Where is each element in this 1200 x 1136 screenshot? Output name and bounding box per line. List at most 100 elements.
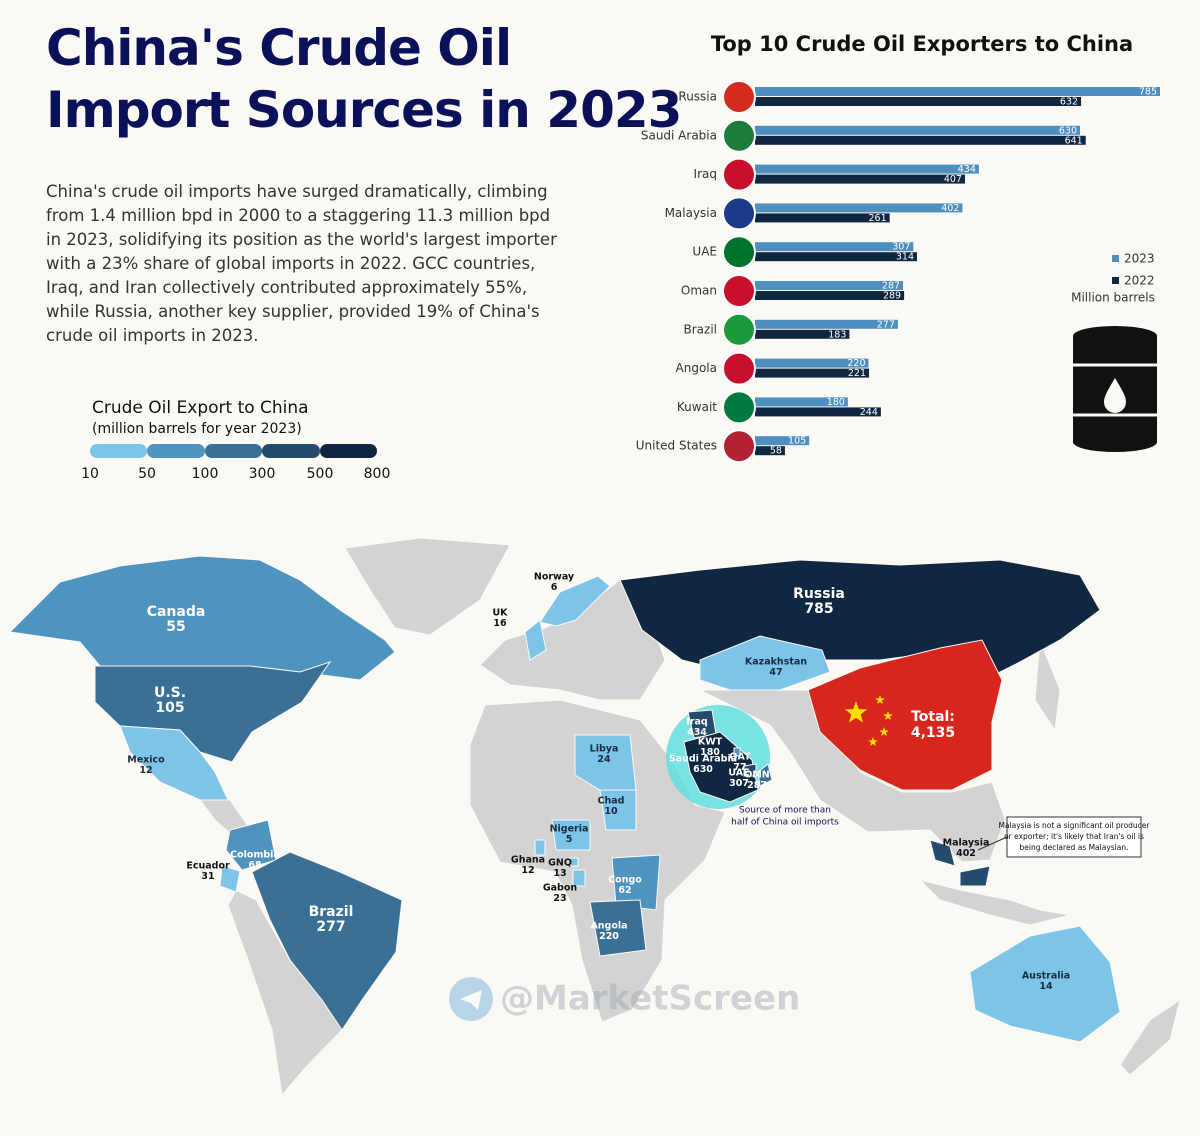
region [743, 763, 757, 777]
scale-segment [90, 444, 147, 458]
flag [722, 196, 756, 231]
star [883, 711, 893, 720]
region-value: 62 [618, 885, 631, 896]
category-label: Iraq [694, 167, 717, 181]
region-name: Saudi Arabia [669, 754, 737, 765]
legend-label: 2022 [1124, 274, 1155, 288]
flag [722, 118, 756, 153]
note-pointer [977, 836, 1008, 851]
region-name: Ghana [511, 855, 545, 866]
region [969, 925, 1121, 1043]
bar [755, 358, 869, 368]
region-name: Norway [534, 572, 575, 583]
region-name: Russia [793, 586, 845, 602]
scale-title: Crude Oil Export to China [92, 398, 309, 418]
region-name: Australia [1022, 971, 1070, 982]
region [569, 857, 579, 867]
region-value: 14 [1039, 981, 1053, 992]
scale-tick-label: 800 [364, 466, 391, 482]
region-value: 24 [597, 754, 611, 765]
flag [722, 80, 756, 114]
category-label: Malaysia [665, 206, 717, 220]
bar [755, 125, 1081, 135]
scale-tick-label: 10 [81, 466, 99, 482]
bar [755, 319, 898, 329]
region-value: 12 [139, 765, 152, 776]
legend-swatch [1112, 255, 1119, 262]
region-value: 47 [769, 667, 782, 678]
value-label: 244 [860, 407, 878, 418]
category-label: UAE [692, 245, 717, 259]
greenland [344, 537, 511, 636]
watermark: @MarketScreen [449, 977, 800, 1021]
region-name: QAT [729, 752, 751, 763]
china [807, 639, 1003, 791]
africa [469, 699, 726, 1023]
value-label: 632 [1060, 97, 1078, 108]
region-name: Gabon [543, 883, 578, 894]
value-label: 314 [896, 252, 914, 263]
category-label: Saudi Arabia [641, 128, 717, 142]
value-label: 183 [828, 329, 846, 340]
star [879, 727, 889, 736]
value-label: 785 [1139, 87, 1157, 98]
value-label: 220 [847, 358, 865, 369]
annotation: half of China oil imports [731, 818, 839, 828]
chart-title: Top 10 Crude Oil Exporters to China [711, 32, 1133, 56]
title-line: China's Crude Oil [46, 19, 512, 77]
land [199, 537, 1181, 1097]
region-value: 434 [687, 727, 707, 738]
flag [722, 429, 756, 464]
scale-segment [262, 444, 320, 458]
scale-tick-label: 500 [307, 466, 334, 482]
scale-tick-label: 300 [249, 466, 276, 482]
region [589, 899, 647, 957]
region-name: Libya [590, 744, 619, 755]
regions [8, 555, 1121, 1043]
flag [722, 157, 756, 192]
region [524, 619, 547, 661]
bar [755, 87, 1160, 96]
star [868, 737, 878, 746]
value-label: 289 [883, 291, 901, 302]
region-name: Colombia [230, 850, 280, 861]
region-value: 220 [599, 931, 619, 942]
category-label: Russia [678, 90, 717, 104]
bar [755, 97, 1082, 106]
flag [722, 235, 756, 270]
region-name: U.S. [154, 685, 186, 701]
region-name: OMN [744, 770, 770, 781]
south-america [227, 889, 343, 1097]
region [251, 851, 403, 1031]
watermark-text: @MarketScreen [500, 979, 800, 1019]
region [619, 559, 1101, 683]
region-name: UAE [728, 768, 749, 779]
category-label: Brazil [684, 322, 718, 336]
region-value: 277 [316, 919, 345, 935]
region-name: Congo [608, 875, 642, 886]
value-label: 105 [788, 436, 806, 447]
region-value: 630 [693, 764, 713, 775]
region [929, 839, 956, 867]
indonesia [918, 879, 1071, 926]
region-value: 6 [551, 582, 558, 593]
value-label: 58 [770, 446, 782, 457]
region-name: Chad [598, 796, 625, 807]
star [844, 701, 868, 723]
region-name: GNQ [548, 858, 572, 869]
region-value: 180 [700, 747, 720, 758]
value-label: 407 [944, 174, 962, 185]
legend-label: 2023 [1124, 252, 1155, 266]
region-value: 16 [493, 618, 507, 629]
value-label: 221 [848, 368, 866, 379]
new-zealand [1119, 998, 1181, 1076]
region-value: 287 [747, 780, 767, 791]
region [611, 854, 661, 911]
region [572, 869, 586, 887]
category-label: Kuwait [677, 400, 717, 414]
value-label: 307 [892, 242, 910, 253]
value-label: 630 [1059, 125, 1077, 136]
region-value: 5 [566, 834, 573, 845]
region [959, 865, 991, 887]
